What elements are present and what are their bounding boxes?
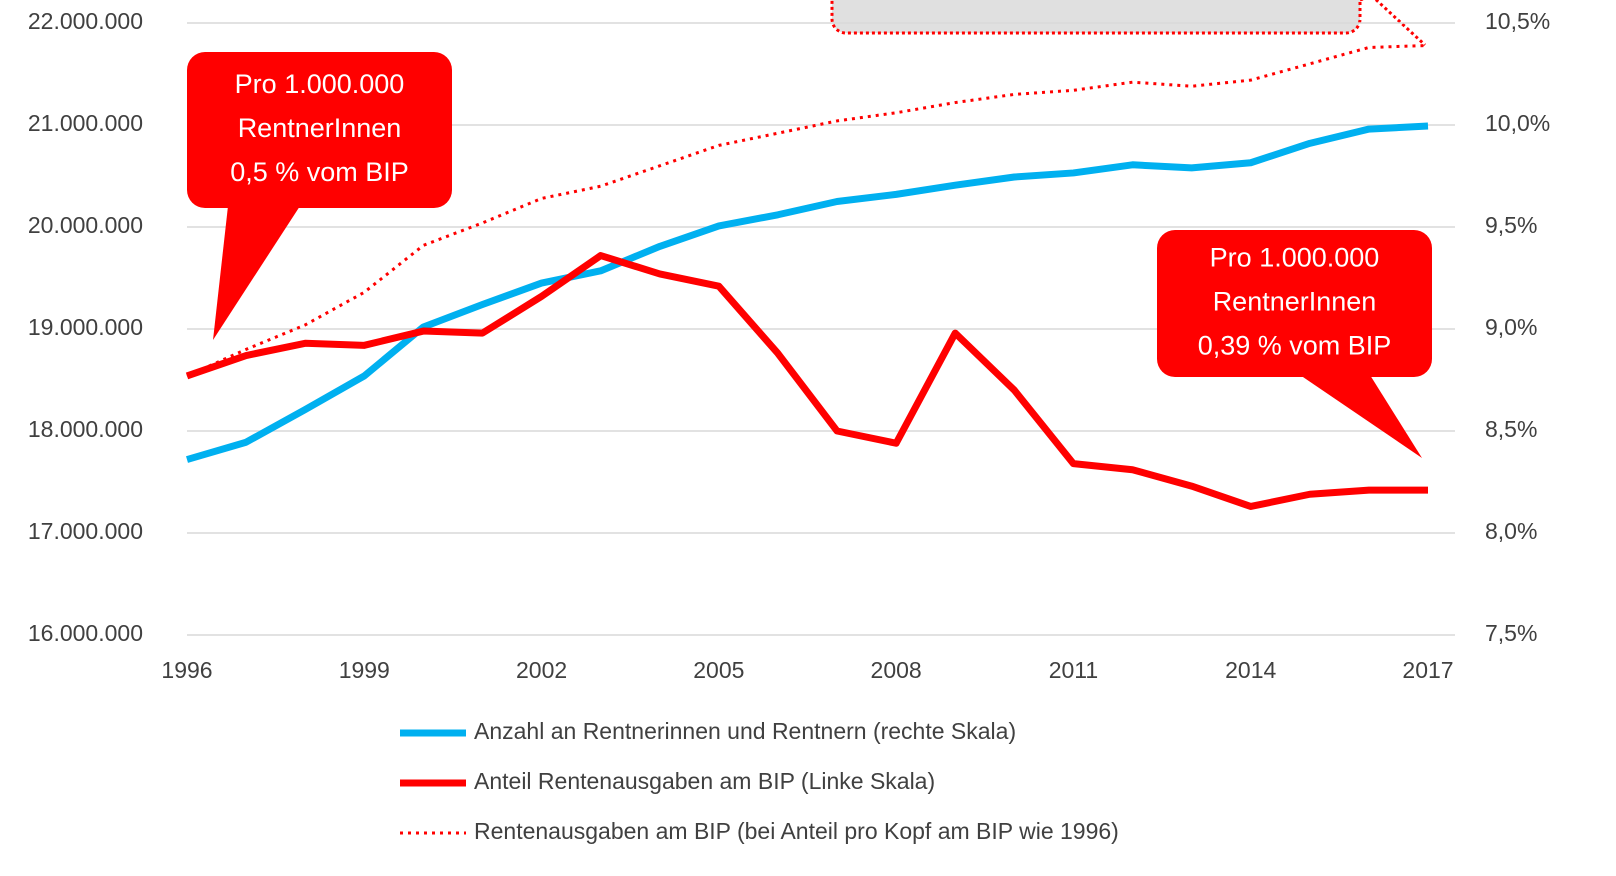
y2-tick-label: 8,5% [1485,416,1537,442]
x-tick-label: 2002 [516,657,567,683]
callout-pointer [213,206,300,340]
y-tick-label: 18.000.000 [28,416,143,442]
y2-tick-label: 9,5% [1485,212,1537,238]
y2-tick-label: 10,5% [1485,8,1550,34]
series-line [185,252,1428,510]
y-tick-label: 21.000.000 [28,110,143,136]
x-tick-label: 2008 [871,657,922,683]
y-tick-label: 17.000.000 [28,518,143,544]
y2-tick-label: 10,0% [1485,110,1550,136]
callout-text: RentnerInnen [1213,287,1377,317]
cut-off-callout [830,0,1362,35]
legend-label: Rentenausgaben am BIP (bei Anteil pro Ko… [474,818,1119,844]
x-tick-label: 2005 [693,657,744,683]
x-tick-label: 1999 [339,657,390,683]
y2-tick-label: 9,0% [1485,314,1537,340]
x-tick-label: 1996 [161,657,212,683]
callout-text: 0,39 % vom BIP [1198,331,1392,361]
y-tick-label: 22.000.000 [28,8,143,34]
cut-off-callout-pointer [1360,0,1427,47]
legend-label: Anteil Rentenausgaben am BIP (Linke Skal… [474,768,935,794]
x-tick-label: 2011 [1049,657,1098,683]
series-line [186,122,1429,463]
callout-text: Pro 1.000.000 [1210,243,1380,273]
x-tick-label: 2017 [1402,657,1453,683]
callout-box [1157,230,1432,377]
x-tick-label: 2014 [1225,657,1276,683]
y-tick-label: 19.000.000 [28,314,143,340]
callout-pointer [1300,375,1422,458]
legend-label: Anzahl an Rentnerinnen und Rentnern (rec… [474,718,1016,744]
y2-tick-label: 8,0% [1485,518,1537,544]
series-line [186,43,1429,378]
y-tick-label: 16.000.000 [28,620,143,646]
callout-text: Pro 1.000.000 [235,69,405,99]
callout-box [187,52,452,208]
callout-text: RentnerInnen [238,113,402,143]
y2-tick-label: 7,5% [1485,620,1537,646]
callout-text: 0,5 % vom BIP [230,157,409,187]
y-tick-label: 20.000.000 [28,212,143,238]
